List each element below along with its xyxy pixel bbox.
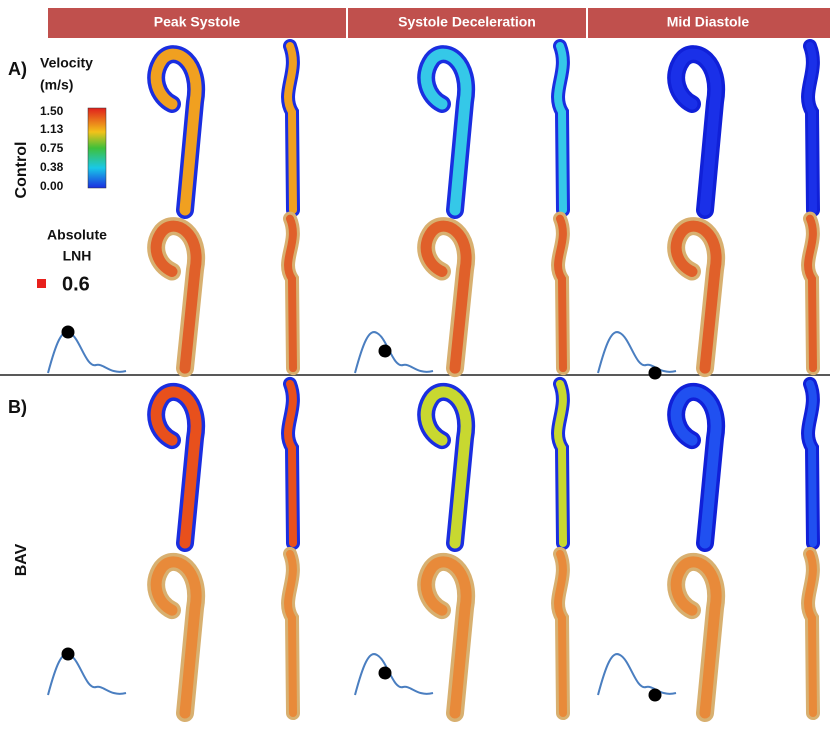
waveform [355, 332, 433, 373]
waveform [598, 332, 676, 373]
phase-marker [649, 367, 662, 380]
legend-title: Velocity [40, 55, 93, 71]
colorbar [88, 108, 106, 188]
phase-marker [649, 689, 662, 702]
group-label: Control [13, 142, 30, 199]
phase-marker [62, 648, 75, 661]
lnh-threshold: 0.6 [62, 273, 90, 295]
figure: Peak Systole Systole Deceleration Mid Di… [0, 0, 830, 724]
colorbar-tick: 1.50 [40, 104, 64, 118]
aorta-view [288, 219, 293, 369]
aorta-view [288, 46, 293, 210]
column-title: Systole Deceleration [398, 14, 536, 30]
aorta-view [288, 554, 293, 713]
group-label: BAV [13, 543, 30, 576]
waveform [48, 332, 126, 373]
column-title: Peak Systole [154, 14, 241, 30]
group-letter: A) [8, 59, 27, 79]
aorta-view [558, 384, 563, 543]
aorta-view [808, 46, 813, 210]
legend-title: (m/s) [40, 77, 73, 93]
waveform [48, 654, 126, 695]
aorta-view [558, 554, 563, 713]
colorbar-tick: 0.38 [40, 160, 64, 174]
colorbar-tick: 0.75 [40, 141, 64, 155]
phase-marker [379, 345, 392, 358]
aorta-view [808, 384, 813, 543]
column-title: Mid Diastole [667, 14, 750, 30]
colorbar-tick: 0.00 [40, 179, 64, 193]
waveform [598, 654, 676, 695]
aorta-view [288, 384, 293, 543]
legend-title: LNH [63, 248, 92, 264]
aorta-view [558, 219, 563, 369]
phase-marker [62, 326, 75, 339]
waveform [355, 654, 433, 695]
phase-marker [379, 667, 392, 680]
lnh-swatch [37, 279, 46, 288]
aorta-view [808, 554, 813, 713]
aorta-view [808, 219, 813, 369]
aorta-view [558, 46, 563, 210]
colorbar-tick: 1.13 [40, 122, 64, 136]
legend-title: Absolute [47, 227, 107, 243]
group-letter: B) [8, 397, 27, 417]
